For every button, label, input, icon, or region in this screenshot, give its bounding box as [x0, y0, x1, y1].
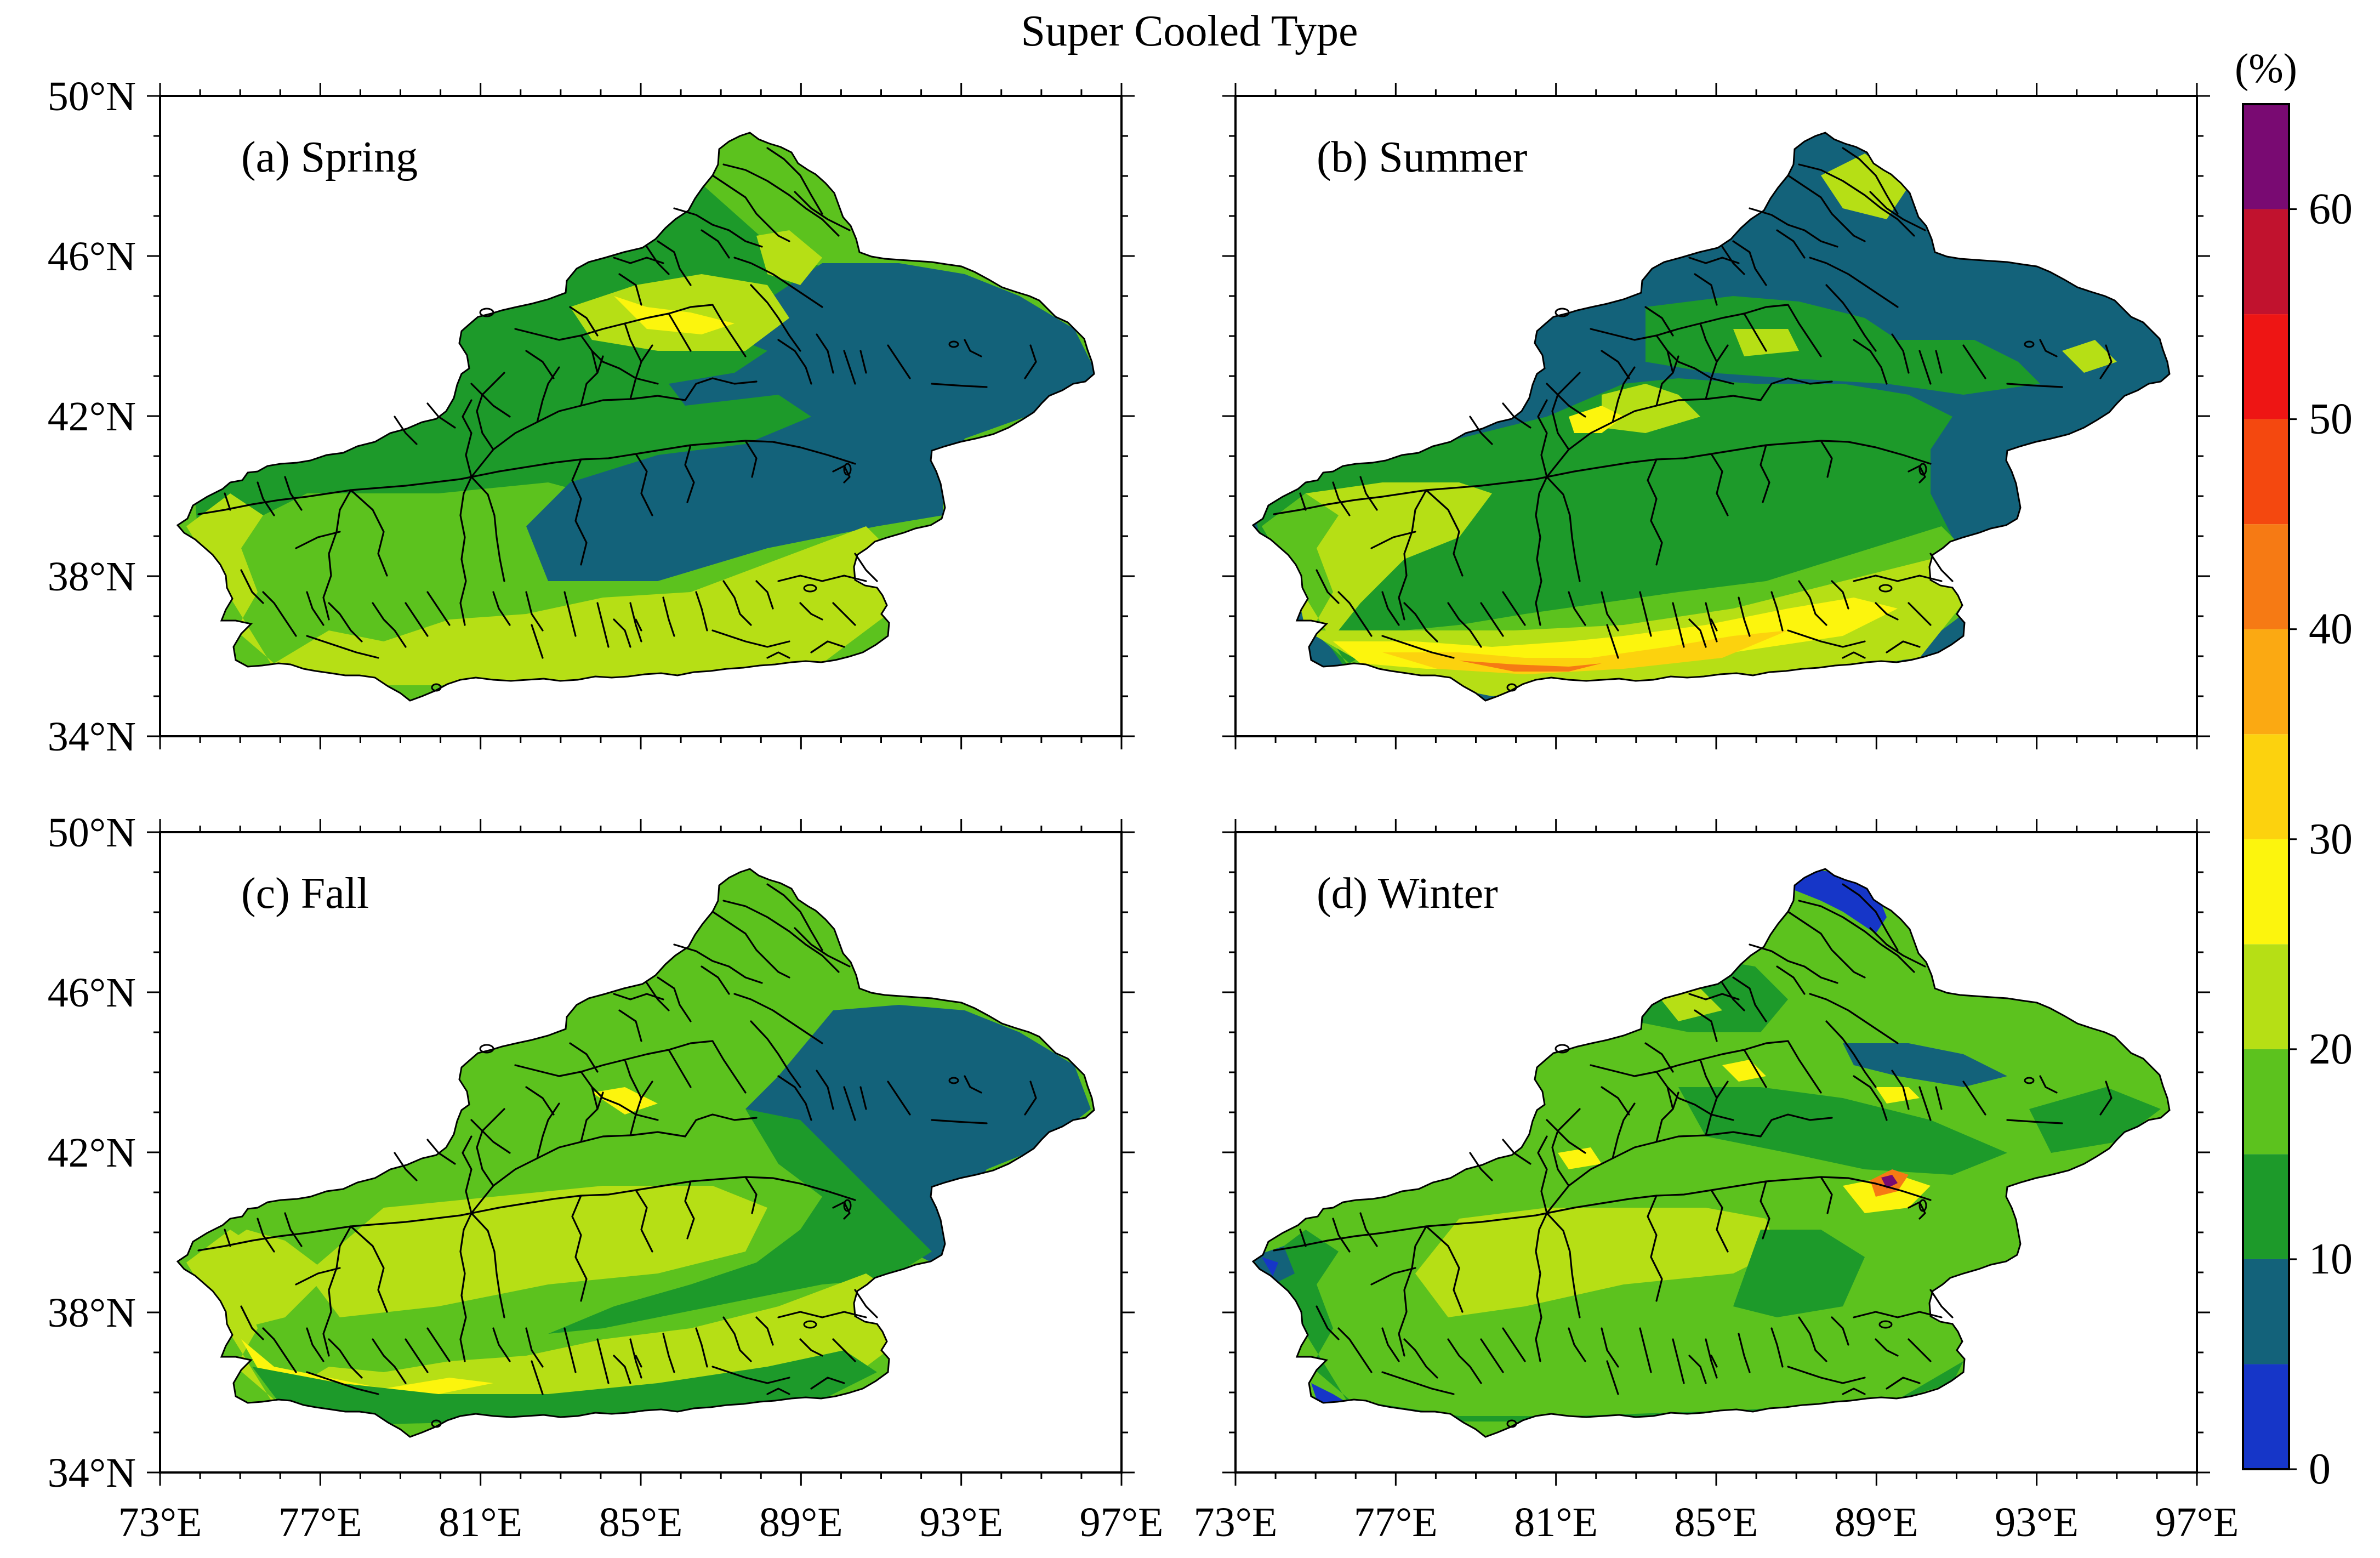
lon-tick-label: 81°E [439, 1499, 522, 1545]
colorbar-bin [2243, 1154, 2289, 1259]
panel-label: (b) Summer [1317, 133, 1527, 181]
colorbar-tick-label: 0 [2309, 1445, 2331, 1493]
colorbar-tick-label: 40 [2309, 605, 2353, 653]
colorbar-bin [2243, 839, 2289, 945]
lon-tick-label: 85°E [599, 1499, 683, 1545]
lat-tick-label: 50°N [48, 810, 136, 856]
lat-tick-label: 34°N [48, 1450, 136, 1496]
lon-tick-label: 77°E [1354, 1499, 1438, 1545]
map-panel-c: (c) Fall 50°N 46°N 42°N 38°N 34°N73°E 77°E 81°E… [48, 810, 1164, 1545]
colorbar-bin [2243, 629, 2289, 735]
colorbar-bins [2243, 104, 2289, 1469]
panels-layer: (a) Spring 50°N 46°N 42°N 38°N 34°N (b) Summer… [48, 73, 2239, 1545]
lat-tick-label: 46°N [48, 234, 136, 280]
colorbar-bin [2243, 104, 2289, 209]
colorbar-bin [2243, 419, 2289, 525]
lat-tick-label: 42°N [48, 394, 136, 440]
lat-tick-label: 34°N [48, 714, 136, 760]
colorbar-frame [2242, 103, 2290, 1470]
colorbar-tick-label: 20 [2309, 1025, 2353, 1073]
colorbar-tick-label: 10 [2309, 1235, 2353, 1283]
lon-tick-label: 97°E [2155, 1499, 2239, 1545]
lat-tick-label: 42°N [48, 1130, 136, 1176]
panel-label: (a) Spring [241, 133, 418, 181]
colorbar-labels: 0 10 20 30 40 50 60 [2289, 185, 2353, 1493]
colorbar-bin [2243, 734, 2289, 839]
map-field [176, 132, 1095, 702]
colorbar-bin [2243, 209, 2289, 315]
figure-title: Super Cooled Type [1021, 7, 1358, 55]
lon-tick-label: 89°E [1835, 1499, 1918, 1545]
lat-tick-label: 46°N [48, 970, 136, 1016]
lon-tick-label: 85°E [1675, 1499, 1758, 1545]
colorbar: (%) 0 10 20 30 40 50 60 [2235, 46, 2353, 1493]
lat-tick-label: 38°N [48, 1290, 136, 1336]
colorbar-bin [2243, 524, 2289, 629]
map-field [1252, 868, 2171, 1438]
map-field [1252, 132, 2171, 702]
map-panel-a: (a) Spring 50°N 46°N 42°N 38°N 34°N [48, 73, 1135, 760]
lon-tick-label: 73°E [118, 1499, 202, 1545]
lon-tick-label: 73°E [1194, 1499, 1278, 1545]
lon-tick-label: 77°E [278, 1499, 362, 1545]
colorbar-bin [2243, 1049, 2289, 1155]
colorbar-tick-label: 60 [2309, 185, 2353, 234]
colorbar-bin [2243, 314, 2289, 419]
colorbar-unit: (%) [2235, 46, 2297, 92]
lon-tick-label: 97°E [1080, 1499, 1164, 1545]
colorbar-tick-label: 30 [2309, 815, 2353, 863]
lat-tick-label: 38°N [48, 554, 136, 600]
colorbar-tick-label: 50 [2309, 395, 2353, 443]
lon-tick-label: 81°E [1514, 1499, 1598, 1545]
lon-tick-label: 93°E [1995, 1499, 2079, 1545]
map-field [176, 868, 1095, 1438]
colorbar-bin [2243, 1364, 2289, 1469]
map-panel-d: (d) Winter 73°E 77°E 81°E 85°E 89°E 93°E 97°E [1194, 819, 2239, 1545]
lat-tick-label: 50°N [48, 73, 136, 120]
lon-tick-label: 89°E [759, 1499, 843, 1545]
colorbar-bin [2243, 944, 2289, 1049]
colorbar-bin [2243, 1259, 2289, 1364]
panel-label: (c) Fall [241, 869, 369, 918]
lon-tick-label: 93°E [919, 1499, 1003, 1545]
panel-label: (d) Winter [1317, 869, 1498, 918]
map-panel-b: (b) Summer [1222, 83, 2210, 749]
